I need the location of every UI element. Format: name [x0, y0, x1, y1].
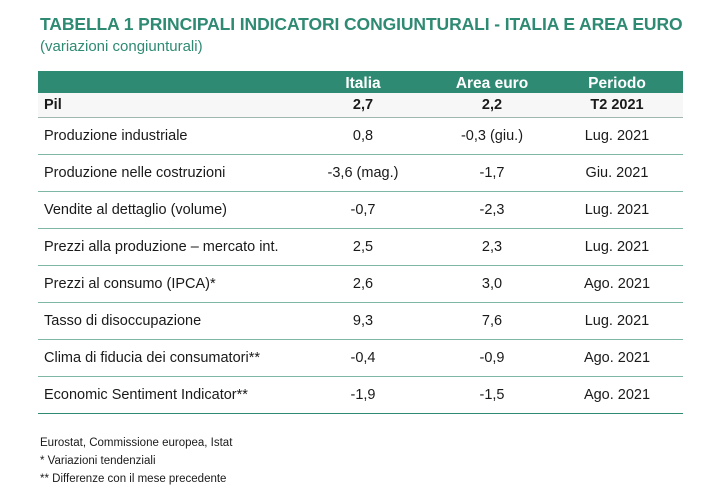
row-area-euro: 3,0: [433, 265, 551, 303]
row-italia: 9,3: [293, 302, 433, 340]
source-note: Eurostat, Commissione europea, Istat: [40, 437, 233, 449]
table-header-row: Italia Area euro Periodo: [38, 71, 683, 93]
row-label: Tasso di disoccupazione: [38, 302, 293, 340]
row-area-euro: -0,3 (giu.): [433, 117, 551, 155]
row-label: Economic Sentiment Indicator**: [38, 376, 293, 414]
pil-label: Pil: [38, 93, 293, 118]
pil-area-euro: 2,2: [433, 93, 551, 118]
row-periodo: Ago. 2021: [551, 265, 683, 303]
row-area-euro: 7,6: [433, 302, 551, 340]
table-row: Tasso di disoccupazione 9,3 7,6 Lug. 202…: [38, 302, 683, 340]
row-periodo: Giu. 2021: [551, 154, 683, 192]
row-periodo: Ago. 2021: [551, 376, 683, 414]
table-title: TABELLA 1 PRINCIPALI INDICATORI CONGIUNT…: [40, 14, 683, 34]
row-periodo: Lug. 2021: [551, 302, 683, 340]
table-row: Prezzi alla produzione – mercato int. 2,…: [38, 228, 683, 266]
table-row: Produzione industriale 0,8 -0,3 (giu.) L…: [38, 117, 683, 155]
row-area-euro: -1,7: [433, 154, 551, 192]
row-label: Produzione industriale: [38, 117, 293, 155]
pil-row: Pil 2,7 2,2 T2 2021: [38, 93, 683, 118]
row-area-euro: 2,3: [433, 228, 551, 266]
table-row: Economic Sentiment Indicator** -1,9 -1,5…: [38, 376, 683, 414]
row-periodo: Lug. 2021: [551, 191, 683, 229]
header-area-euro: Area euro: [433, 71, 551, 93]
indicators-table-container: Italia Area euro Periodo Pil 2,7 2,2 T2 …: [38, 71, 683, 414]
row-italia: -1,9: [293, 376, 433, 414]
row-italia: 2,6: [293, 265, 433, 303]
header-italia: Italia: [293, 71, 433, 93]
row-label: Vendite al dettaglio (volume): [38, 191, 293, 229]
row-label: Clima di fiducia dei consumatori**: [38, 339, 293, 377]
footnote-double-asterisk: ** Differenze con il mese precedente: [40, 473, 227, 485]
table-row: Vendite al dettaglio (volume) -0,7 -2,3 …: [38, 191, 683, 229]
row-periodo: Ago. 2021: [551, 339, 683, 377]
table-notes: Eurostat, Commissione europea, Istat * V…: [40, 434, 232, 488]
row-label: Produzione nelle costruzioni: [38, 154, 293, 192]
row-area-euro: -0,9: [433, 339, 551, 377]
indicators-table: Italia Area euro Periodo Pil 2,7 2,2 T2 …: [38, 71, 683, 414]
table-body: Pil 2,7 2,2 T2 2021 Produzione industria…: [38, 93, 683, 414]
header-periodo: Periodo: [551, 71, 683, 93]
row-periodo: Lug. 2021: [551, 117, 683, 155]
row-label: Prezzi alla produzione – mercato int.: [38, 228, 293, 266]
row-italia: -3,6 (mag.): [293, 154, 433, 192]
row-italia: -0,4: [293, 339, 433, 377]
row-italia: 0,8: [293, 117, 433, 155]
row-area-euro: -2,3: [433, 191, 551, 229]
table-row: Prezzi al consumo (IPCA)* 2,6 3,0 Ago. 2…: [38, 265, 683, 303]
table-row: Clima di fiducia dei consumatori** -0,4 …: [38, 339, 683, 377]
pil-periodo: T2 2021: [551, 93, 683, 118]
footnote-single-asterisk: * Variazioni tendenziali: [40, 455, 156, 467]
row-italia: 2,5: [293, 228, 433, 266]
row-label: Prezzi al consumo (IPCA)*: [38, 265, 293, 303]
row-italia: -0,7: [293, 191, 433, 229]
row-periodo: Lug. 2021: [551, 228, 683, 266]
pil-italia: 2,7: [293, 93, 433, 118]
table-row: Produzione nelle costruzioni -3,6 (mag.)…: [38, 154, 683, 192]
header-label-column: [38, 71, 293, 93]
table-subtitle: (variazioni congiunturali): [40, 38, 203, 55]
row-area-euro: -1,5: [433, 376, 551, 414]
